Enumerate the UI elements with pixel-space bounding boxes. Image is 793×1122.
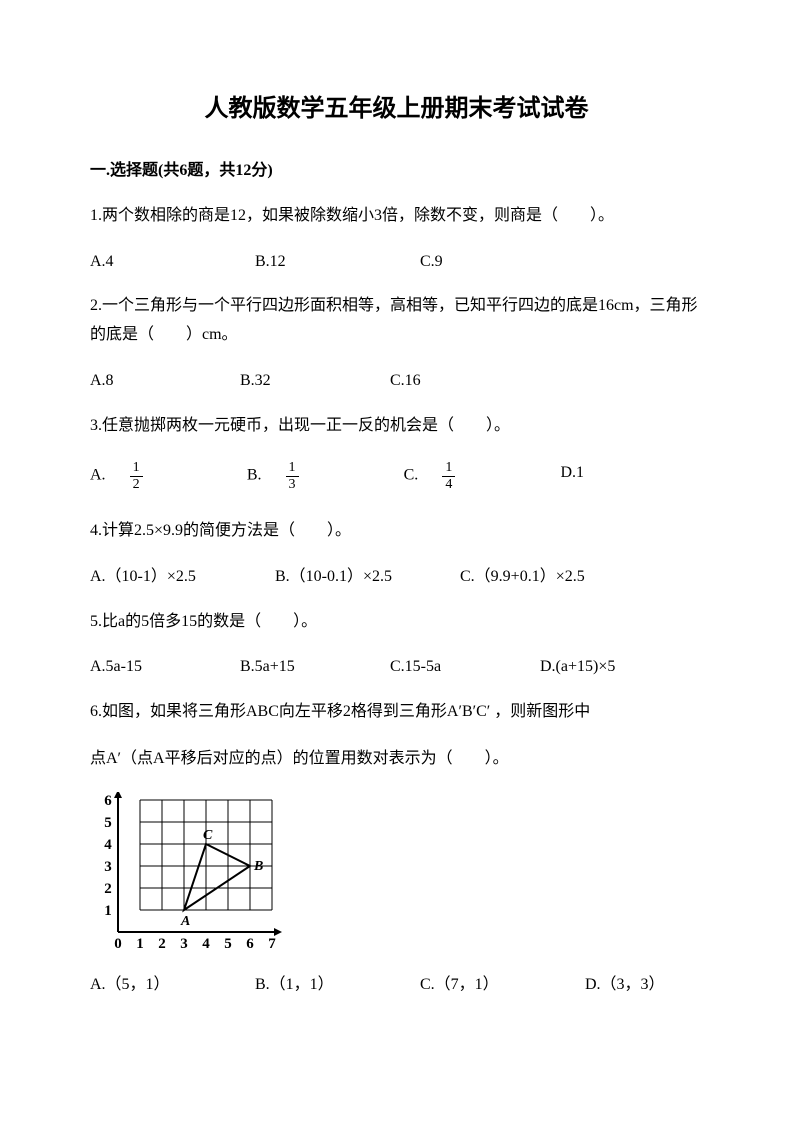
q5-opt-a: A.5a-15: [90, 654, 240, 680]
q4-options: A.（10-1）×2.5 B.（10-0.1）×2.5 C.（9.9+0.1）×…: [90, 564, 703, 590]
q6-opt-b: B.（1，1）: [255, 972, 420, 998]
svg-text:A: A: [180, 914, 190, 929]
section-header: 一.选择题(共6题，共12分): [90, 158, 703, 184]
question-1: 1.两个数相除的商是12，如果被除数缩小3倍，除数不变，则商是（ ）。: [90, 202, 703, 231]
svg-text:B: B: [253, 859, 263, 874]
question-6-line1: 6.如图，如果将三角形ABC向左平移2格得到三角形A′B′C′ ，则新图形中: [90, 698, 703, 727]
svg-text:1: 1: [136, 936, 144, 952]
numerator: 1: [442, 460, 455, 476]
q6-opt-a: A.（5，1）: [90, 972, 255, 998]
coordinate-graph: 01234567123456ABC: [90, 792, 290, 952]
svg-text:1: 1: [104, 903, 112, 919]
q6-opt-d: D.（3，3）: [585, 972, 665, 998]
q3-opt-a: A. 1 2: [90, 460, 247, 492]
q1-opt-c: C.9: [420, 249, 585, 275]
q4-opt-c: C.（9.9+0.1）×2.5: [460, 564, 645, 590]
q3-opt-d: D.1: [560, 460, 703, 492]
question-3: 3.任意抛掷两枚一元硬币，出现一正一反的机会是（ ）。: [90, 412, 703, 441]
svg-text:2: 2: [104, 881, 112, 897]
svg-text:5: 5: [224, 936, 232, 952]
q5-options: A.5a-15 B.5a+15 C.15-5a D.(a+15)×5: [90, 654, 703, 680]
fraction: 1 2: [130, 460, 143, 492]
svg-text:2: 2: [158, 936, 166, 952]
q6-options: A.（5，1） B.（1，1） C.（7，1） D.（3，3）: [90, 972, 703, 998]
page-title: 人教版数学五年级上册期末考试试卷: [90, 90, 703, 128]
svg-text:6: 6: [104, 793, 112, 809]
fraction: 1 3: [286, 460, 299, 492]
svg-text:C: C: [203, 828, 213, 843]
denominator: 4: [442, 477, 455, 492]
question-2: 2.一个三角形与一个平行四边形面积相等，高相等，已知平行四边的底是16cm，三角…: [90, 292, 703, 350]
q3b-prefix: B.: [247, 467, 278, 484]
svg-text:0: 0: [114, 936, 122, 952]
question-4: 4.计算2.5×9.9的简便方法是（ ）。: [90, 517, 703, 546]
svg-text:3: 3: [180, 936, 188, 952]
numerator: 1: [286, 460, 299, 476]
denominator: 3: [286, 477, 299, 492]
question-6-line2: 点A′（点A平移后对应的点）的位置用数对表示为（ ）。: [90, 745, 703, 774]
q2-options: A.8 B.32 C.16: [90, 368, 703, 394]
q3-opt-b: B. 1 3: [247, 460, 404, 492]
q5-opt-b: B.5a+15: [240, 654, 390, 680]
q2-opt-b: B.32: [240, 368, 390, 394]
svg-text:6: 6: [246, 936, 254, 952]
q1-options: A.4 B.12 C.9: [90, 249, 703, 275]
denominator: 2: [130, 477, 143, 492]
fraction: 1 4: [442, 460, 455, 492]
q5-opt-c: C.15-5a: [390, 654, 540, 680]
q1-opt-b: B.12: [255, 249, 420, 275]
svg-text:4: 4: [104, 837, 112, 853]
q2-opt-a: A.8: [90, 368, 240, 394]
question-5: 5.比a的5倍多15的数是（ ）。: [90, 608, 703, 637]
svg-text:5: 5: [104, 815, 112, 831]
q3c-prefix: C.: [404, 467, 435, 484]
svg-text:3: 3: [104, 859, 112, 875]
q5-opt-d: D.(a+15)×5: [540, 654, 615, 680]
q3a-prefix: A.: [90, 467, 122, 484]
svg-text:4: 4: [202, 936, 210, 952]
q2-opt-c: C.16: [390, 368, 540, 394]
q4-opt-a: A.（10-1）×2.5: [90, 564, 275, 590]
q3-opt-c: C. 1 4: [404, 460, 561, 492]
svg-text:7: 7: [268, 936, 276, 952]
q6-opt-c: C.（7，1）: [420, 972, 585, 998]
numerator: 1: [130, 460, 143, 476]
q4-opt-b: B.（10-0.1）×2.5: [275, 564, 460, 590]
q1-opt-a: A.4: [90, 249, 255, 275]
q3-options: A. 1 2 B. 1 3 C. 1 4 D.1: [90, 460, 703, 492]
